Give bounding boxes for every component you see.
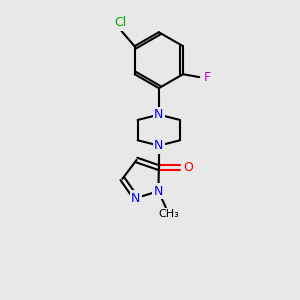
Text: F: F [204, 70, 211, 84]
Text: N: N [131, 192, 141, 205]
Text: Cl: Cl [114, 16, 126, 29]
Text: CH₃: CH₃ [158, 209, 179, 219]
Text: O: O [183, 161, 193, 174]
Text: N: N [154, 139, 164, 152]
Text: N: N [154, 108, 164, 121]
Text: N: N [154, 185, 163, 198]
